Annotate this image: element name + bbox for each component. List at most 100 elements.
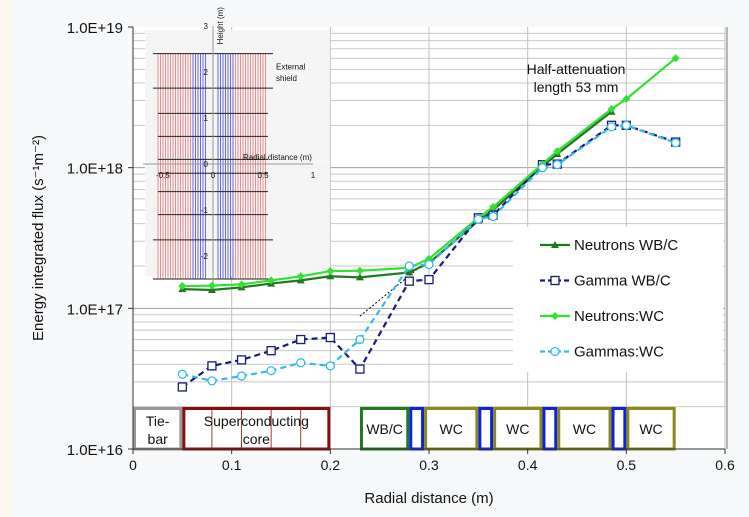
- data-point-gammas-wc: [177, 369, 187, 379]
- axes: 0 0.1 0.2 0.3 0.4 0.5 0.6 1.0E+16 1.0E+17 1.0E+18…: [67, 20, 735, 473]
- x-tick-label: 0.6: [715, 457, 735, 473]
- region-box: [611, 407, 627, 451]
- inset-y-tick: 3: [204, 22, 209, 31]
- legend-swatch-marker: [550, 275, 560, 286]
- annotation-line1: Half-attenuation: [527, 61, 626, 77]
- data-point-gammas-wc: [552, 160, 562, 170]
- data-point-neutrons-wb-c: [355, 273, 364, 281]
- region-label: Tie-: [146, 413, 170, 429]
- data-point-neutrons-wc: [237, 280, 246, 289]
- data-point-neutrons-wb-c: [405, 268, 414, 276]
- x-tick-label: 0.1: [222, 457, 242, 473]
- data-point-neutrons-wb-c: [326, 272, 335, 280]
- inset-x-tick: 0.5: [257, 171, 269, 180]
- data-point-gammas-wc: [236, 371, 247, 381]
- region-label: WC: [639, 421, 662, 437]
- legend-label: Gamma WB/C: [574, 273, 671, 290]
- y-axis-label: Energy integrated flux (s⁻¹m⁻²): [30, 135, 47, 341]
- region-box: [182, 407, 331, 451]
- data-point-neutrons-wc: [296, 272, 305, 281]
- data-point-neutrons-wc: [267, 276, 276, 285]
- inset-y-tick: -2: [201, 252, 209, 261]
- x-tick-label: 0.2: [321, 457, 341, 473]
- data-point-gamma-wb-c: [296, 334, 306, 345]
- data-point-neutrons-wc: [355, 266, 364, 275]
- x-tick-label: 0.4: [518, 457, 538, 473]
- left-strip: [0, 0, 12, 517]
- data-point-gamma-wb-c: [355, 364, 365, 374]
- region-label: WB/C: [366, 421, 403, 437]
- inset-annotation-line2: shield: [276, 74, 297, 83]
- data-point-gamma-wb-c: [404, 276, 414, 286]
- data-point-gammas-wc: [606, 122, 617, 132]
- inset-y-tick: 2: [204, 68, 209, 77]
- data-point-neutrons-wc: [326, 267, 335, 276]
- legend: Neutrons WB/C Gamma WB/C Neutrons:WC Gammas…: [513, 227, 723, 372]
- data-point-gammas-wc: [424, 259, 434, 270]
- region-label: WC: [440, 421, 463, 437]
- region-label: core: [243, 431, 270, 447]
- y-tick-label: 1.0E+18: [67, 161, 123, 178]
- data-point-gammas-wc: [537, 163, 548, 173]
- data-point-neutrons-wc: [489, 202, 498, 211]
- region-box: [542, 407, 558, 451]
- data-point-gammas-wc: [671, 138, 681, 148]
- legend-swatch-marker: [551, 312, 559, 320]
- legend-swatch-marker: [551, 241, 559, 248]
- data-point-gamma-wb-c: [207, 361, 217, 371]
- data-point-neutrons-wc: [607, 105, 616, 114]
- data-point-neutrons-wc: [553, 147, 562, 156]
- data-point-gammas-wc: [325, 361, 335, 371]
- data-point-gamma-wb-c: [325, 332, 335, 343]
- inset-x-tick: 0: [211, 171, 216, 180]
- x-tick-label: 0.5: [617, 457, 637, 473]
- y-tick-label: 1.0E+19: [67, 20, 123, 37]
- inset-geometry: -0.5 0 0.5 1 3 2 1 0 -1 -2 Radial distance (m) Heig…: [143, 7, 330, 289]
- region-box: [493, 407, 543, 451]
- data-point-gammas-wc: [488, 211, 498, 222]
- data-point-gammas-wc: [473, 214, 483, 224]
- region-label: WC: [573, 421, 596, 437]
- data-point-gamma-wb-c: [266, 346, 276, 356]
- series-line-gamma-wb-c: [181, 124, 677, 388]
- data-point-gamma-wb-c: [236, 355, 247, 365]
- inset-y-tick: -1: [201, 206, 209, 215]
- inset-annotation-line1: External: [276, 63, 306, 72]
- inset-y-label: Height (m): [216, 7, 225, 45]
- x-tick-label: 0: [129, 457, 137, 473]
- series-line-gammas-wc: [182, 124, 677, 382]
- data-point-gamma-wb-c: [424, 274, 434, 285]
- data-point-neutrons-wc: [671, 54, 680, 63]
- series-layer: [177, 54, 681, 392]
- y-tick-label: 1.0E+16: [67, 442, 123, 459]
- region-box: [557, 407, 612, 451]
- data-point-neutrons-wc: [207, 281, 216, 290]
- data-point-gammas-wc: [621, 120, 631, 130]
- region-label: bar: [148, 431, 169, 447]
- data-point-neutrons-wc: [178, 282, 187, 291]
- inset-x-tick: 1: [311, 171, 316, 180]
- legend-label: Gammas:WC: [574, 344, 664, 361]
- data-point-gammas-wc: [296, 358, 306, 368]
- legend-box: [513, 227, 723, 372]
- region-box: [409, 407, 425, 451]
- region-label: WC: [506, 421, 529, 437]
- inset-x-tick: -0.5: [156, 171, 170, 180]
- region-box: [478, 407, 494, 451]
- legend-label: Neutrons WB/C: [574, 237, 678, 254]
- data-point-gammas-wc: [266, 366, 276, 376]
- inset-x-label: Radial distance (m): [243, 153, 312, 162]
- data-point-gamma-wb-c: [177, 382, 187, 392]
- data-point-neutrons-wc: [622, 94, 631, 103]
- region-boxes: Tie-bar Superconducting core WB/C WC WC WC WC: [133, 407, 676, 451]
- region-label: Superconducting: [204, 413, 309, 429]
- data-point-gammas-wc: [404, 261, 414, 271]
- series-line-neutrons-wc: [182, 57, 677, 288]
- legend-swatch-marker: [550, 346, 560, 357]
- annotation-line2: length 53 mm: [534, 79, 619, 95]
- inset-y-tick: 1: [204, 114, 209, 123]
- data-point-gammas-wc: [355, 334, 365, 345]
- x-tick-label: 0.3: [419, 457, 439, 473]
- y-tick-label: 1.0E+17: [67, 301, 123, 318]
